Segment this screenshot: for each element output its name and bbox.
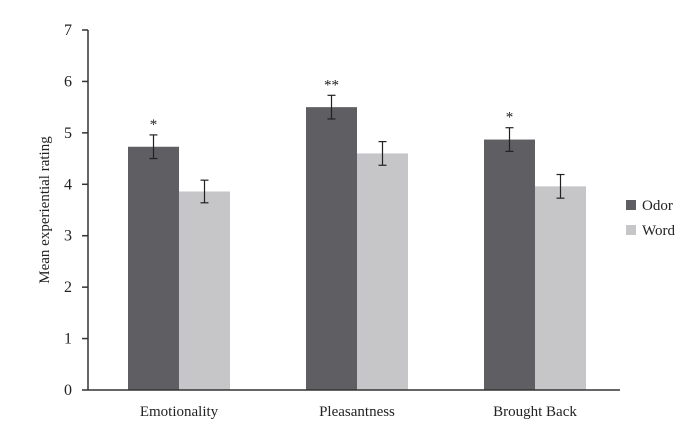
significance-marker: **: [324, 77, 339, 93]
legend-label: Odor: [642, 198, 673, 214]
y-ticks: 0 1 2 3 4 5 6 7: [64, 22, 88, 399]
bar-odor-brought-back: [484, 139, 535, 390]
error-bars-layer: [149, 94, 565, 204]
legend-swatch: [626, 225, 636, 235]
legend-swatch: [626, 200, 636, 210]
y-tick-label: 3: [64, 228, 72, 245]
bar-word-emotionality: [179, 191, 230, 390]
error-bar: [505, 127, 514, 152]
y-axis-title: Mean experiential rating: [37, 136, 53, 284]
significance-marker: *: [150, 117, 158, 133]
legend: Odor Word: [626, 198, 675, 239]
error-bar: [200, 179, 209, 204]
y-tick-label: 1: [64, 331, 72, 348]
bar-word-brought-back: [535, 186, 586, 390]
y-tick-label: 5: [64, 125, 72, 142]
y-tick-label: 6: [64, 73, 72, 90]
y-tick-label: 7: [64, 22, 72, 39]
legend-item-odor: Odor: [626, 198, 673, 214]
bar-odor-pleasantness: [306, 107, 357, 391]
bars-layer: [128, 107, 586, 391]
bar-odor-emotionality: [128, 146, 179, 390]
error-bar: [378, 141, 387, 166]
x-category-label: Pleasantness: [319, 404, 395, 420]
x-category-label: Brought Back: [493, 404, 577, 420]
significance-marker: *: [506, 110, 514, 126]
error-bar: [149, 134, 158, 160]
y-tick-label: 0: [64, 382, 72, 399]
legend-item-word: Word: [626, 223, 675, 239]
error-bar: [556, 173, 565, 199]
error-bar: [327, 94, 336, 120]
bar-word-pleasantness: [357, 153, 408, 390]
x-category-labels: Emotionality Pleasantness Brought Back: [140, 404, 578, 420]
y-tick-label: 4: [64, 176, 72, 193]
significance-layer: ****: [150, 77, 514, 133]
y-tick-label: 2: [64, 279, 72, 296]
legend-label: Word: [642, 223, 675, 239]
x-category-label: Emotionality: [140, 404, 219, 420]
